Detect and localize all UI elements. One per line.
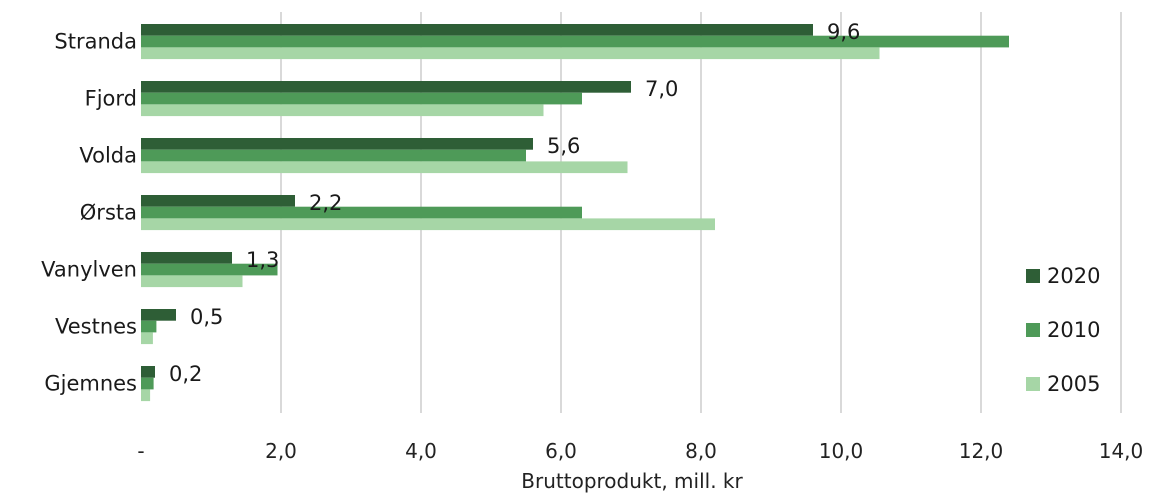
- bar-2005: [141, 275, 243, 288]
- bar-2020: [141, 81, 631, 93]
- category-label: Vestnes: [55, 315, 137, 339]
- x-tick-label: -: [137, 439, 144, 463]
- x-tick-label: 10,0: [819, 439, 864, 463]
- data-label: 9,6: [827, 20, 860, 44]
- data-label: 0,2: [169, 362, 202, 386]
- category-labels: Stranda Fjord Volda Ørsta Vanylven Vestnes Gje…: [41, 30, 137, 396]
- x-tick-label: 4,0: [405, 439, 437, 463]
- bar-2010: [141, 320, 157, 333]
- bar-2020: [141, 24, 813, 36]
- legend-label: 2005: [1047, 372, 1100, 396]
- x-tick-label: 8,0: [685, 439, 717, 463]
- x-tick-labels: - 2,0 4,0 6,0 8,0 10,0 12,0 14,0: [137, 439, 1143, 463]
- x-tick-label: 14,0: [1099, 439, 1144, 463]
- bar-2020: [141, 138, 533, 150]
- bar-2020: [141, 195, 295, 207]
- legend-swatch-2020: [1026, 269, 1040, 283]
- legend: 2020 2010 2005: [1026, 264, 1100, 396]
- bar-2010: [141, 92, 582, 105]
- category-label: Fjord: [85, 87, 137, 111]
- bar-2010: [141, 377, 154, 390]
- category-label: Ørsta: [80, 201, 137, 225]
- bars: [141, 24, 1009, 402]
- data-label: 5,6: [547, 134, 580, 158]
- category-label: Stranda: [54, 30, 137, 54]
- x-tick-label: 6,0: [545, 439, 577, 463]
- x-tick-label: 2,0: [265, 439, 297, 463]
- bar-2010: [141, 263, 278, 276]
- x-tick-label: 12,0: [959, 439, 1004, 463]
- bar-2005: [141, 332, 153, 345]
- data-label: 1,3: [246, 248, 279, 272]
- bar-2005: [141, 218, 715, 231]
- bar-2005: [141, 389, 151, 402]
- category-label: Vanylven: [41, 258, 137, 282]
- bar-2010: [141, 206, 582, 219]
- data-label: 2,2: [309, 191, 342, 215]
- bar-2020: [141, 366, 155, 378]
- bar-2010: [141, 149, 526, 162]
- category-label: Volda: [79, 144, 137, 168]
- x-axis-title: Bruttoprodukt, mill. kr: [521, 469, 743, 493]
- bar-2020: [141, 252, 232, 264]
- bar-2005: [141, 104, 544, 117]
- bar-2005: [141, 47, 880, 60]
- legend-label: 2010: [1047, 318, 1100, 342]
- data-labels: 9,6 7,0 5,6 2,2 1,3 0,5 0,2: [169, 20, 860, 386]
- bar-2020: [141, 309, 176, 321]
- category-label: Gjemnes: [44, 372, 137, 396]
- legend-swatch-2005: [1026, 377, 1040, 391]
- data-label: 0,5: [190, 305, 223, 329]
- bar-2005: [141, 161, 628, 174]
- bar-2010: [141, 35, 1009, 48]
- legend-label: 2020: [1047, 264, 1100, 288]
- legend-swatch-2010: [1026, 323, 1040, 337]
- data-label: 7,0: [645, 77, 678, 101]
